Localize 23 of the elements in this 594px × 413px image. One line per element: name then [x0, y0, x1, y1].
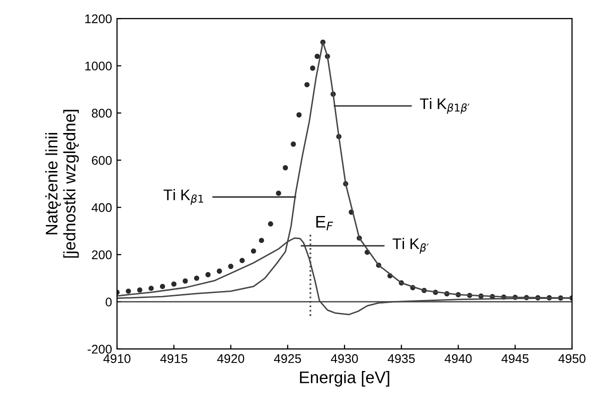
x-tick-label: 4945 — [502, 354, 529, 364]
x-tick-label: 4930 — [330, 354, 358, 364]
y-axis-title: Natężenie linii [jednostki względne] — [45, 110, 79, 258]
y-tick-label: 1200 — [85, 14, 112, 24]
y-tick-label: 400 — [92, 203, 112, 212]
y-tick-label: -200 — [88, 344, 112, 354]
ref-line-label: E$_{F}$ — [316, 216, 334, 230]
y-tick-label: 200 — [92, 250, 112, 260]
x-tick-label: 4935 — [388, 354, 415, 364]
x-tick-label: 4920 — [217, 354, 244, 364]
annotation: Ti K$_{β1}$ — [164, 189, 204, 205]
x-tick-label: 4940 — [444, 354, 472, 364]
x-tick-label: 4925 — [274, 354, 302, 364]
x-tick-label: 4950 — [558, 354, 586, 364]
y-tick-label: 600 — [92, 156, 112, 165]
x-tick-label: 4910 — [103, 354, 130, 364]
y-tick-label: 0 — [106, 298, 112, 306]
y-tick-label: 1000 — [85, 62, 112, 70]
annotation: Ti K$_{β′}$ — [392, 238, 429, 254]
x-axis-title: Energia [eV] — [300, 371, 390, 387]
annotation: Ti K$_{β1β′}$ — [420, 98, 470, 114]
y-tick-label: 800 — [92, 108, 112, 118]
x-tick-label: 4915 — [160, 354, 188, 364]
